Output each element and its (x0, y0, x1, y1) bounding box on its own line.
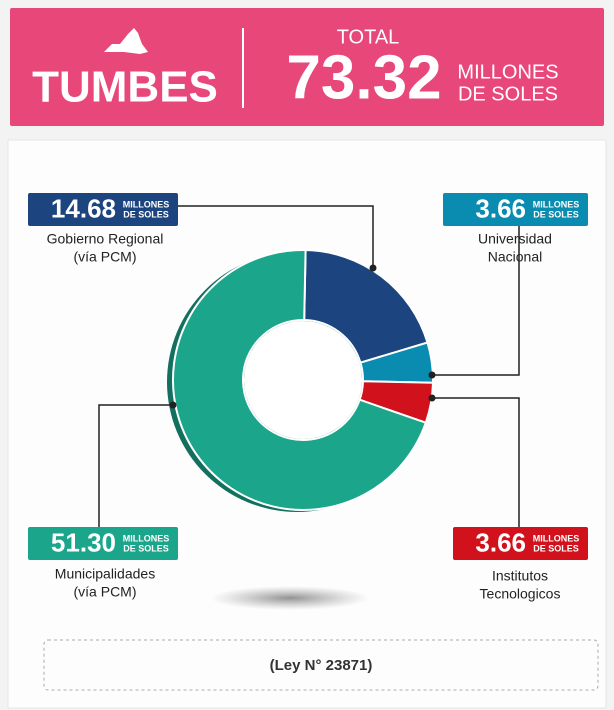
total-unit: DE SOLES (458, 83, 558, 105)
total-label: TOTAL (337, 26, 400, 48)
value-badge (443, 193, 588, 226)
category-label: Municipalidades (55, 566, 155, 582)
note-box (43, 639, 599, 691)
value-unit: DE SOLES (533, 543, 579, 553)
value-unit: MILLONES (123, 199, 170, 209)
value-badge (28, 193, 178, 226)
value-badge (453, 527, 588, 560)
total-value: 73.32 (286, 43, 441, 112)
category-label: Gobierno Regional (47, 231, 164, 247)
leader-dot (428, 394, 436, 402)
value-label: 14.68 (51, 193, 116, 223)
leader-line (432, 225, 520, 376)
category-label: (vía PCM) (74, 584, 137, 600)
donut-slice (303, 249, 429, 364)
donut-slice (172, 249, 428, 511)
category-label: (vía PCM) (74, 249, 137, 265)
region-title: TUMBES (32, 63, 218, 112)
leader-line (98, 404, 173, 527)
category-label: Tecnologicos (480, 586, 561, 602)
donut-hole (244, 321, 362, 439)
category-label: Universidad (478, 231, 552, 247)
leader-dot (428, 371, 436, 379)
header-band (10, 8, 604, 126)
value-unit: DE SOLES (123, 209, 169, 219)
value-label: 3.66 (475, 527, 526, 557)
region-icon (104, 28, 148, 54)
value-unit: MILLONES (533, 533, 580, 543)
leader-line (432, 397, 520, 527)
value-unit: MILLONES (533, 199, 580, 209)
value-label: 51.30 (51, 527, 116, 557)
value-unit: DE SOLES (123, 543, 169, 553)
value-label: 3.66 (475, 193, 526, 223)
value-unit: MILLONES (123, 533, 170, 543)
leader-line (178, 205, 374, 268)
leader-dot (369, 264, 377, 272)
leader-dot (169, 401, 177, 409)
value-badge (28, 527, 178, 560)
value-unit: DE SOLES (533, 209, 579, 219)
category-label: Nacional (488, 249, 542, 265)
shadow (210, 586, 370, 610)
note: (Ley N° 23871) (270, 657, 373, 674)
total-unit: MILLONES (457, 61, 558, 83)
category-label: Institutos (492, 568, 548, 584)
